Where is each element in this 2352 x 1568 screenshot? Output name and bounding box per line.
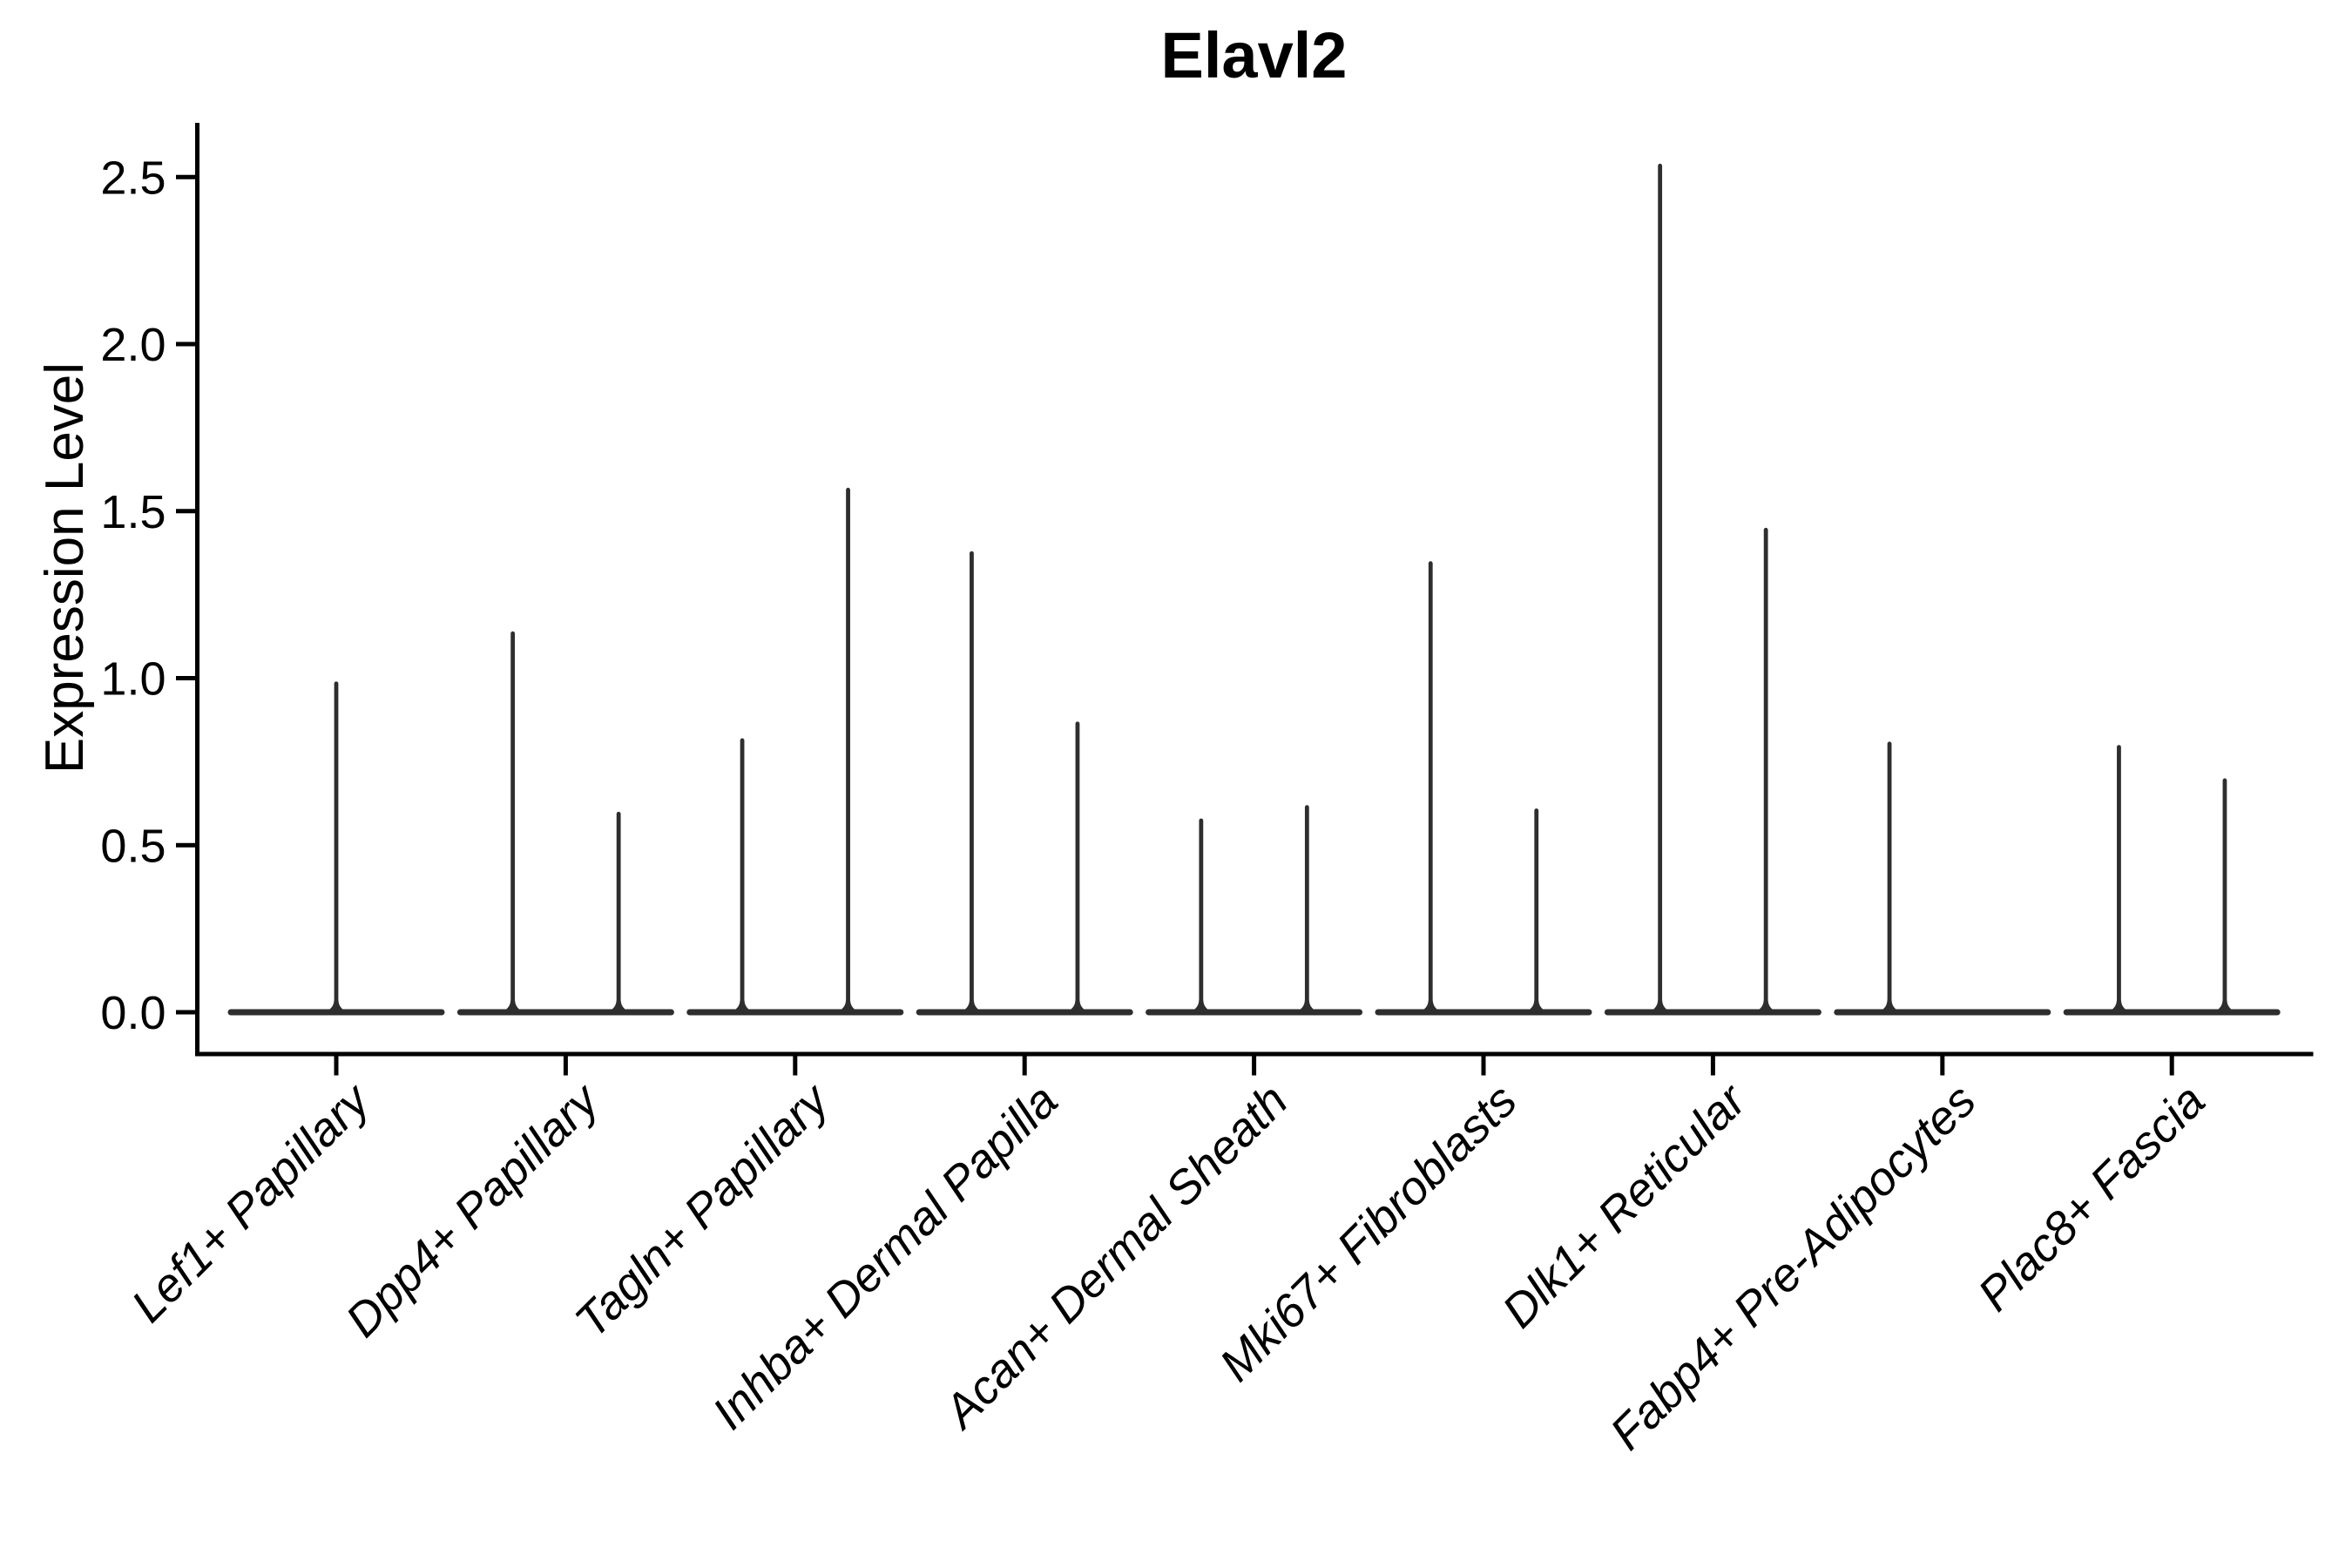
y-tick-label: 2.0 [100,319,166,371]
violin-spike [836,487,860,1012]
violin-spike [501,631,524,1012]
violin-spike [960,551,983,1012]
violin-spike [731,738,754,1012]
violin-spike [2107,745,2131,1012]
y-tick-label: 0.5 [100,820,166,872]
violin-spike [1065,721,1089,1012]
chart-title: Elavl2 [1160,19,1348,91]
violin-spike [1648,163,1672,1012]
violin-spike [1295,805,1319,1012]
violin-spike [1189,818,1213,1012]
x-axis-spine [195,1051,2314,1057]
y-axis-spine [195,123,199,1057]
violin-spike [1754,527,1778,1012]
violin-spike [1524,808,1548,1012]
violin-spike [2213,778,2236,1012]
violin-spike [607,811,631,1012]
violin-spike [1419,561,1443,1012]
y-tick-label: 1.5 [100,486,166,538]
violin-spike [1878,741,1902,1012]
y-tick-label: 2.5 [100,152,166,204]
y-tick-label: 0.0 [100,987,166,1039]
violin-spike [325,681,348,1012]
y-tick-label: 1.0 [100,653,166,706]
